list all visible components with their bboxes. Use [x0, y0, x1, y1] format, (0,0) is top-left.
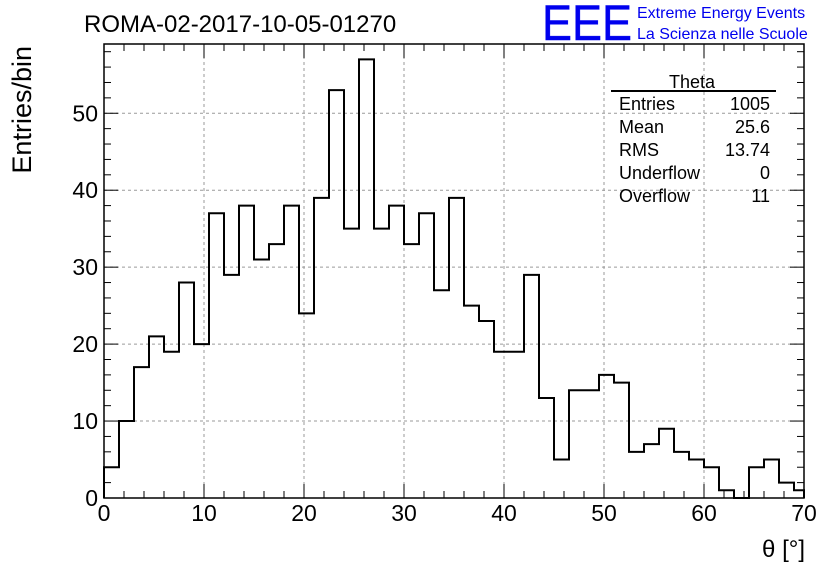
y-axis-label: Entries/bin: [7, 46, 37, 174]
x-axis-label: θ [°]: [762, 536, 805, 563]
tick-labels: 0 10 20 30 40 50 60 70 0 10 20 30 40 50: [72, 100, 816, 526]
histogram-bar: [314, 198, 329, 498]
histogram-bar: [374, 229, 389, 498]
y-tick-label: 0: [85, 485, 98, 511]
stats-label-underflow: Underflow: [619, 163, 701, 183]
x-tick-label: 40: [491, 500, 517, 526]
histogram-bar: [749, 467, 764, 498]
histogram-bar: [509, 352, 524, 498]
histogram-bar: [404, 244, 419, 498]
histogram-bar: [539, 398, 554, 498]
y-tick-label: 40: [72, 177, 98, 203]
stats-box: Theta Entries 1005 Mean 25.6 RMS 13.74 U…: [611, 72, 776, 206]
histogram-bar: [119, 421, 134, 498]
x-tick-label: 30: [391, 500, 417, 526]
histogram-bar: [344, 229, 359, 498]
histogram-bar: [389, 206, 404, 498]
x-tick-label: 60: [691, 500, 717, 526]
histogram-bar: [224, 275, 239, 498]
stats-label-overflow: Overflow: [619, 186, 691, 206]
stats-value-underflow: 0: [760, 163, 770, 183]
histogram-bar: [329, 90, 344, 498]
histogram-bar: [464, 306, 479, 498]
y-tick-label: 10: [72, 408, 98, 434]
stats-box-title: Theta: [669, 72, 716, 92]
histogram-bar: [524, 275, 539, 498]
histogram-bar: [494, 352, 509, 498]
histogram-bar: [614, 383, 629, 498]
y-tick-label: 20: [72, 331, 98, 357]
stats-value-overflow: 11: [751, 186, 770, 206]
logo-line1: Extreme Energy Events: [637, 5, 805, 22]
histogram-bar: [149, 336, 164, 498]
stats-label-entries: Entries: [619, 94, 675, 114]
stats-value-rms: 13.74: [725, 140, 770, 160]
stats-label-mean: Mean: [619, 117, 664, 137]
histogram-bar: [254, 259, 269, 498]
histogram-bar: [599, 375, 614, 498]
histogram-bar: [629, 452, 644, 498]
histogram-bar: [434, 290, 449, 498]
histogram-bar: [164, 352, 179, 498]
histogram-bar: [584, 390, 599, 498]
histogram-bar: [704, 467, 719, 498]
grid-lines: [104, 44, 804, 498]
histogram-bar: [554, 460, 569, 498]
histogram-bar: [419, 213, 434, 498]
histogram-bar: [479, 321, 494, 498]
stats-label-rms: RMS: [619, 140, 659, 160]
stats-value-mean: 25.6: [735, 117, 770, 137]
histogram-bar: [359, 59, 374, 498]
histogram-bar: [569, 390, 584, 498]
x-tick-label: 0: [98, 500, 111, 526]
histogram-bar: [269, 244, 284, 498]
x-tick-label: 70: [791, 500, 817, 526]
histogram-bar: [449, 198, 464, 498]
x-tick-label: 50: [591, 500, 617, 526]
histogram-bar: [764, 460, 779, 498]
histogram-bar: [674, 452, 689, 498]
histogram-outline: [103, 58, 805, 499]
histogram-bar: [239, 206, 254, 498]
histogram-bar: [779, 483, 794, 498]
histogram-bars: [103, 58, 805, 499]
histogram-bar: [209, 213, 224, 498]
histogram-bar: [284, 206, 299, 498]
logo-line2: La Scienza nelle Scuole: [637, 26, 808, 43]
x-tick-label: 10: [191, 500, 217, 526]
logo: EEE Extreme Energy Events La Scienza nel…: [542, 0, 808, 51]
histogram-bar: [299, 313, 314, 498]
y-tick-label: 30: [72, 254, 98, 280]
logo-letters: EEE: [542, 0, 632, 51]
histogram-bar: [659, 429, 674, 498]
histogram-bar: [134, 367, 149, 498]
stats-value-entries: 1005: [730, 94, 770, 114]
histogram-bar: [794, 490, 804, 498]
histogram-bar: [644, 444, 659, 498]
y-tick-label: 50: [72, 100, 98, 126]
histogram-bar: [719, 490, 734, 498]
plot-frame: [103, 43, 805, 499]
axes: [103, 43, 805, 499]
chart-title: ROMA-02-2017-10-05-01270: [84, 11, 396, 38]
histogram-bar: [179, 283, 194, 498]
x-tick-label: 20: [291, 500, 317, 526]
histogram-bar: [689, 460, 704, 498]
